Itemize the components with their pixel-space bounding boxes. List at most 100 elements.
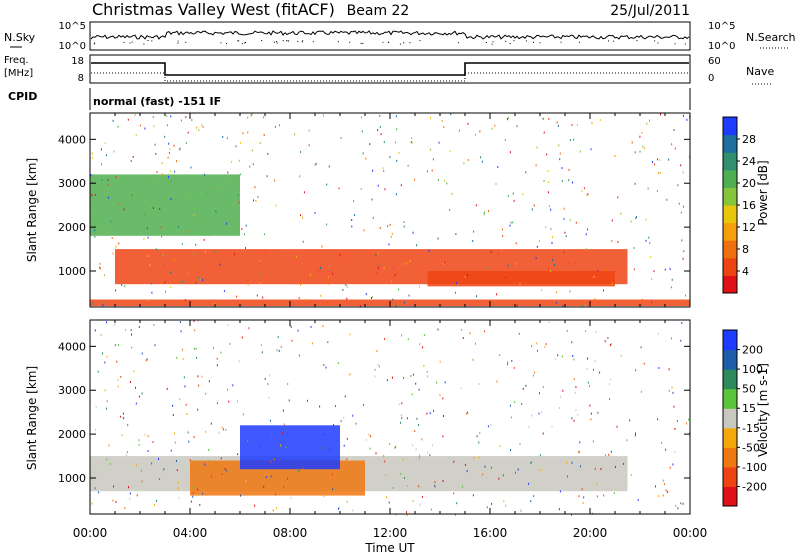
data-cell [197, 375, 199, 378]
data-cell [543, 131, 545, 134]
data-cell [256, 294, 258, 297]
velocity-yticks: 1000 2000 3000 4000 [58, 340, 690, 485]
data-cell [211, 475, 212, 478]
data-cell [337, 362, 339, 364]
data-cell [173, 144, 175, 147]
data-cell [167, 471, 169, 474]
data-cell [626, 439, 628, 442]
nsearch-point [525, 40, 527, 42]
data-cell [579, 451, 580, 454]
data-cell [424, 334, 426, 337]
data-cell [586, 194, 588, 197]
data-cell [473, 457, 475, 460]
data-cell [99, 266, 101, 269]
data-cell [428, 249, 430, 252]
data-cell [274, 125, 276, 128]
nsearch-point [684, 43, 686, 45]
colorbar-swatch [723, 486, 737, 507]
data-cell [239, 173, 241, 176]
data-cell [669, 466, 671, 469]
data-cell [315, 162, 317, 165]
data-cell [575, 409, 577, 412]
freq-frame [89, 54, 691, 84]
data-cell [583, 496, 585, 499]
data-cell [403, 301, 405, 304]
data-cell [269, 374, 270, 377]
data-cell [365, 293, 367, 296]
data-cell [617, 196, 619, 199]
data-cell [562, 389, 564, 392]
data-cell [129, 498, 131, 501]
data-cell [635, 217, 637, 220]
data-cell [363, 403, 364, 406]
data-cell [198, 129, 200, 132]
data-cell [370, 435, 372, 438]
data-cell [649, 242, 651, 244]
data-cell [269, 419, 271, 422]
power-ylabel: Slant Range [km] [25, 158, 39, 262]
data-cell [92, 157, 94, 160]
nsky-trace [90, 30, 690, 45]
nsearch-point [539, 42, 541, 44]
data-cell [244, 233, 245, 236]
data-cell [444, 179, 446, 182]
data-cell [512, 221, 514, 224]
data-cell [401, 417, 403, 420]
data-cell [90, 174, 92, 177]
data-cell [265, 249, 267, 252]
data-cell [395, 304, 397, 307]
data-cell [138, 443, 140, 446]
nsearch-point [177, 42, 179, 44]
data-cell [483, 213, 485, 216]
data-cell [496, 293, 498, 296]
nsearch-point [237, 40, 239, 42]
data-cell [254, 186, 256, 189]
data-cell [185, 116, 187, 119]
data-cell [671, 278, 673, 281]
colorbar-tick-label: -200 [742, 480, 767, 493]
data-cell [478, 456, 480, 459]
data-cell [548, 267, 550, 270]
data-cell [507, 195, 509, 198]
data-cell [384, 188, 386, 191]
data-cell [400, 184, 402, 187]
data-cell [531, 345, 533, 347]
colorbar-swatch [723, 152, 737, 171]
data-cell [389, 223, 391, 226]
data-cell [561, 355, 563, 358]
data-cell [668, 158, 670, 161]
data-cell [421, 438, 423, 441]
data-cell [519, 443, 521, 446]
data-cell [599, 119, 601, 121]
data-cell [434, 485, 436, 488]
data-cell [102, 352, 103, 355]
data-cell [151, 291, 153, 294]
data-cell [147, 435, 149, 438]
data-cell [439, 360, 441, 363]
nsearch-point [382, 41, 384, 43]
data-cell [668, 368, 670, 371]
data-cell [670, 286, 672, 289]
data-cell [376, 272, 378, 274]
data-cell [195, 281, 197, 284]
data-cell [620, 212, 622, 215]
data-cell [539, 469, 541, 472]
nsearch-point [458, 42, 460, 44]
data-cell [657, 332, 659, 335]
data-cell [154, 344, 156, 347]
data-cell [189, 459, 191, 461]
colorbar-swatch [723, 408, 737, 429]
data-cell [107, 196, 109, 199]
data-cell [167, 156, 169, 159]
data-cell [574, 261, 575, 264]
colorbar-tick-label: 4 [742, 265, 749, 278]
data-cell [479, 432, 481, 435]
data-cell [395, 445, 397, 448]
data-cell [441, 120, 443, 122]
data-cell [332, 473, 333, 476]
data-cell [193, 347, 195, 350]
data-cell [604, 340, 606, 343]
data-cell [579, 150, 581, 153]
freq-panel: Freq. [MHz] 18 8 60 0 Nave [4, 54, 774, 85]
data-cell [105, 154, 107, 157]
